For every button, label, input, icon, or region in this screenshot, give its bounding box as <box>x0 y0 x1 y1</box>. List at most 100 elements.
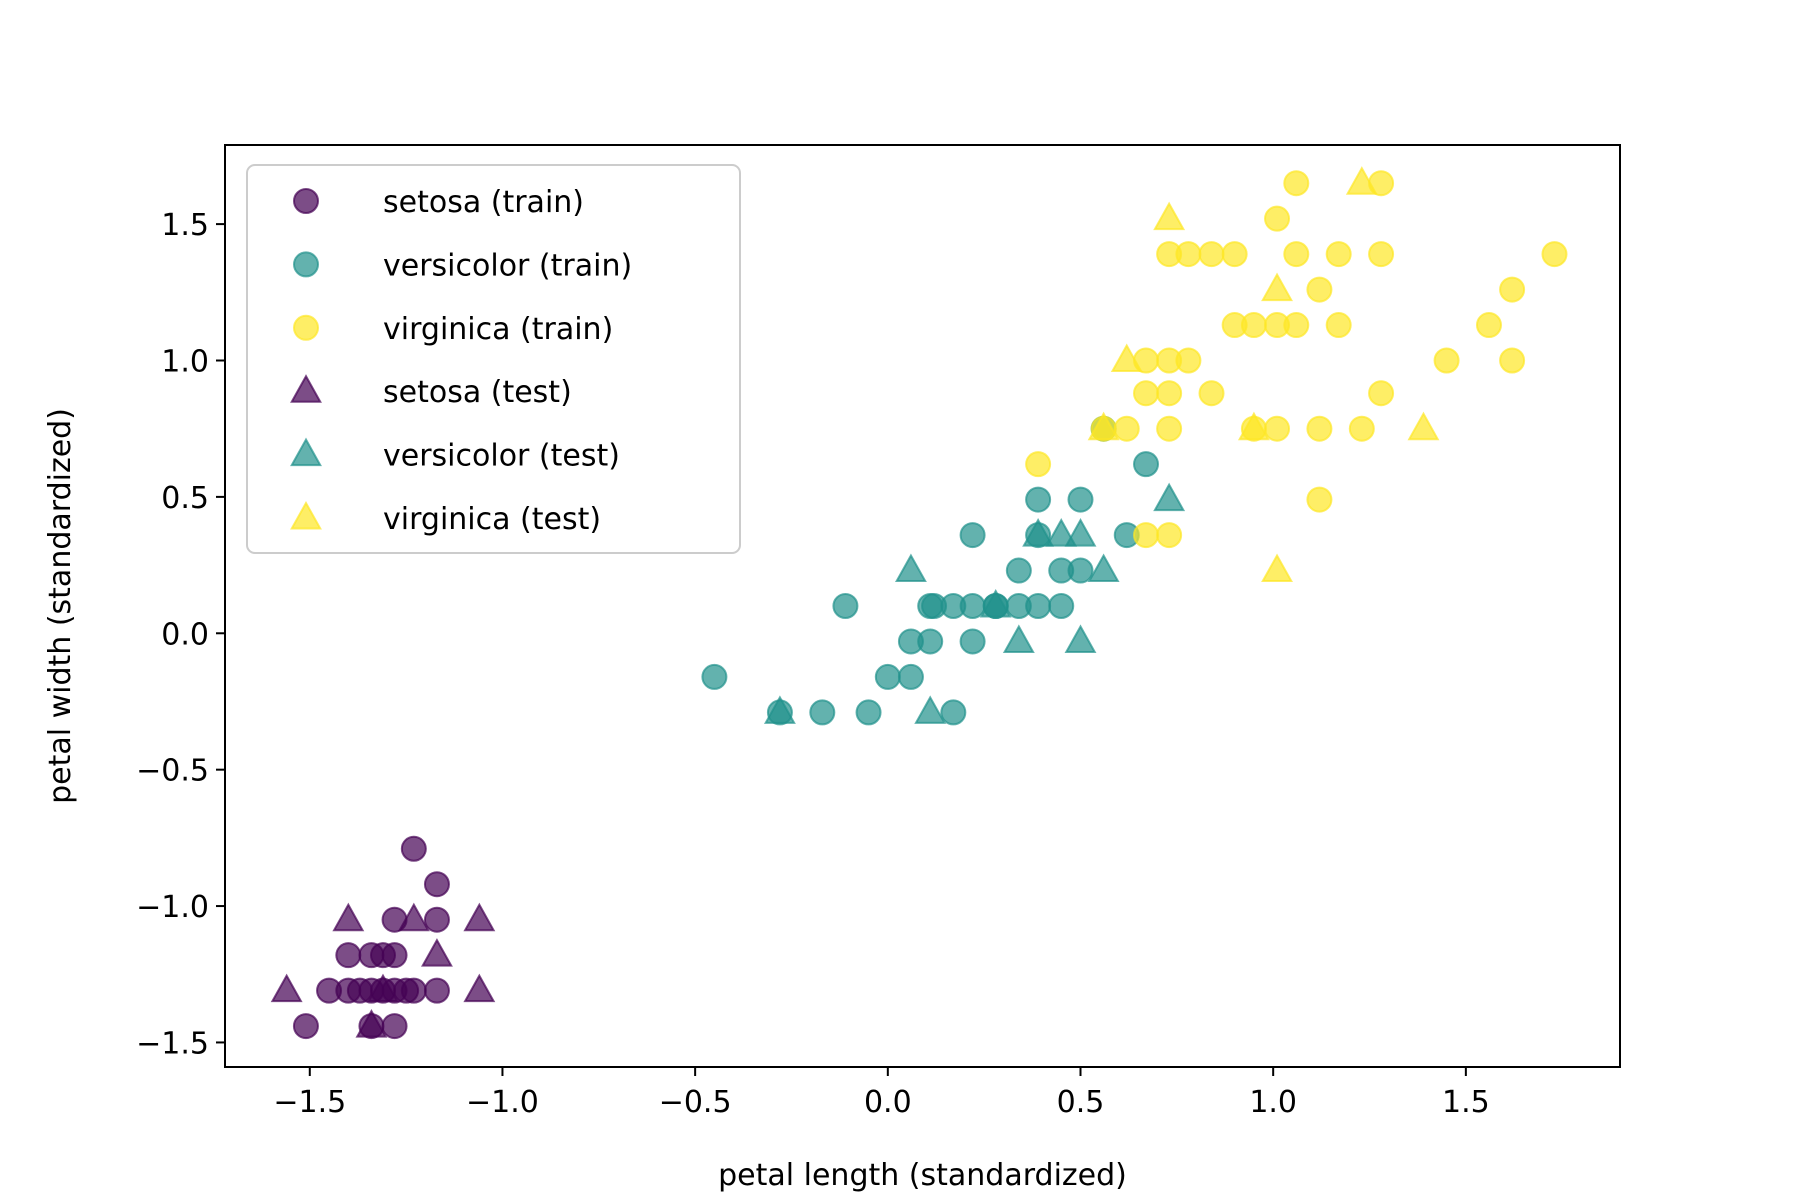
data-point-circle <box>1283 170 1310 197</box>
data-point-triangle <box>1002 624 1035 653</box>
data-point-circle <box>1025 593 1052 619</box>
legend-label: setosa (train) <box>383 185 584 220</box>
data-point-circle <box>381 1013 408 1040</box>
data-point-triangle <box>367 973 399 1003</box>
data-point-triangle <box>1261 272 1293 302</box>
legend-label: virginica (test) <box>383 502 601 537</box>
data-point-triangle <box>979 588 1012 618</box>
y-tick-label: 1.0 <box>161 344 209 379</box>
data-point-circle <box>1175 347 1202 374</box>
data-point-circle <box>1475 312 1502 339</box>
data-point-triangle <box>397 902 430 932</box>
y-axis-title: petal width (standardized) <box>43 408 78 804</box>
data-point-triangle <box>332 902 365 932</box>
data-point-circle <box>959 628 986 655</box>
data-point-circle <box>1264 205 1291 232</box>
data-point-circle <box>1306 486 1333 513</box>
data-point-circle <box>809 699 836 726</box>
data-point-circle <box>1025 451 1052 478</box>
data-point-circle <box>335 942 362 969</box>
data-point-triangle <box>1064 624 1097 653</box>
legend-label: versicolor (test) <box>383 439 620 474</box>
data-point-circle <box>346 977 373 1004</box>
data-point-circle <box>1264 415 1291 442</box>
data-point-circle <box>292 1013 319 1040</box>
data-point-circle <box>1113 415 1140 442</box>
legend: setosa (train) versicolor (train) virginic… <box>246 164 741 554</box>
data-point-circle <box>874 663 901 690</box>
data-point-triangle <box>1345 166 1378 195</box>
data-point-triangle <box>463 973 496 1003</box>
data-point-circle <box>832 593 859 619</box>
data-point-triangle <box>420 938 453 967</box>
data-point-circle <box>921 593 948 619</box>
data-point-circle <box>1048 593 1075 619</box>
data-point-circle <box>1133 522 1160 549</box>
plot-area <box>270 166 1568 1040</box>
data-point-circle <box>1325 241 1352 268</box>
y-tick-label: −1.5 <box>136 1026 209 1061</box>
legend-marker-triangle <box>290 374 322 403</box>
data-point-circle <box>1283 312 1310 339</box>
data-point-triangle <box>270 973 303 1003</box>
legend-marker-circle <box>293 188 319 214</box>
data-point-triangle <box>1045 518 1078 547</box>
data-point-circle <box>959 522 986 549</box>
data-point-circle <box>423 977 450 1004</box>
y-tick-label: 0.5 <box>161 481 209 516</box>
x-tick-label: −1.5 <box>273 1085 346 1120</box>
data-point-triangle <box>1064 518 1097 547</box>
data-point-circle <box>1198 380 1225 407</box>
data-point-triangle <box>763 695 796 724</box>
data-point-triangle <box>355 1009 388 1038</box>
y-tick-label: 0.0 <box>161 617 209 652</box>
data-point-circle <box>1156 522 1183 549</box>
data-point-circle <box>1306 415 1333 442</box>
data-point-triangle <box>463 902 496 932</box>
data-point-circle <box>393 977 420 1004</box>
x-tick-label: 1.0 <box>1249 1085 1297 1120</box>
data-point-triangle <box>1261 553 1293 583</box>
data-point-circle <box>1499 276 1526 303</box>
data-point-triangle <box>1022 518 1055 547</box>
data-point-circle <box>1156 380 1183 407</box>
legend-label: virginica (train) <box>383 312 613 347</box>
data-point-circle <box>1433 347 1460 374</box>
data-point-circle <box>1306 276 1333 303</box>
data-point-circle <box>701 663 728 690</box>
data-point-circle <box>1198 241 1225 268</box>
legend-marker-circle <box>293 251 319 278</box>
data-point-circle <box>1133 451 1160 478</box>
data-point-circle <box>917 628 944 655</box>
legend-marker-circle <box>293 314 319 341</box>
data-point-triangle <box>914 695 947 724</box>
y-tick-label: 1.5 <box>161 208 209 243</box>
data-point-circle <box>1067 557 1094 584</box>
data-point-triangle <box>1407 411 1440 441</box>
data-point-circle <box>1175 241 1202 268</box>
data-point-circle <box>1368 241 1395 268</box>
series-setosa-test <box>270 902 496 1038</box>
x-tick-label: 0.5 <box>1057 1085 1105 1120</box>
data-point-circle <box>1499 347 1526 374</box>
legend-marker-triangle <box>290 500 322 530</box>
data-point-circle <box>1133 380 1160 407</box>
data-point-circle <box>400 835 427 862</box>
x-tick-label: −0.5 <box>659 1085 732 1120</box>
series-virginica-test <box>1087 166 1440 583</box>
y-tick-label: −0.5 <box>136 754 209 789</box>
y-tick-label: −1.0 <box>136 890 209 925</box>
series-virginica-train <box>1025 170 1568 549</box>
x-tick-label: 1.5 <box>1442 1085 1490 1120</box>
data-point-circle <box>1005 557 1032 584</box>
legend-items: setosa (train) versicolor (train) virginic… <box>290 185 632 537</box>
data-point-circle <box>1156 415 1183 442</box>
data-point-triangle <box>1087 411 1120 441</box>
data-point-circle <box>1368 380 1395 407</box>
x-tick-label: 0.0 <box>864 1085 912 1120</box>
data-point-circle <box>1221 241 1248 268</box>
data-point-circle <box>369 942 396 969</box>
data-point-triangle <box>1087 553 1120 583</box>
legend-label: setosa (test) <box>383 375 572 410</box>
